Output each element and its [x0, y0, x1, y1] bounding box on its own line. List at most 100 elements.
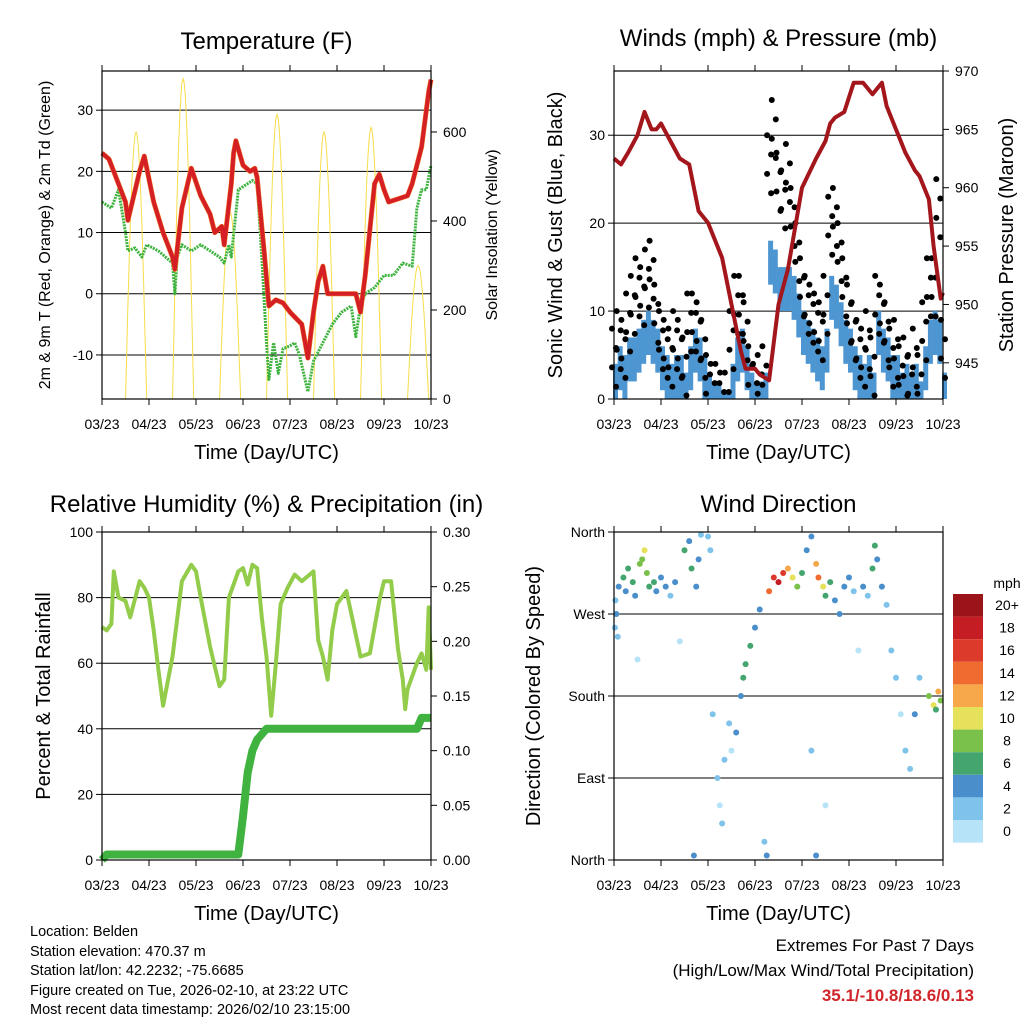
- legend-label: 12: [999, 687, 1015, 703]
- gust-point: [782, 179, 789, 186]
- x-tick-label: 05/23: [690, 877, 725, 893]
- gust-point: [725, 388, 732, 395]
- x-tick-label: 03/23: [596, 416, 631, 432]
- chart-title: Wind Direction: [700, 491, 856, 518]
- direction-point: [719, 820, 726, 827]
- gust-point: [772, 116, 779, 123]
- gust-point: [692, 309, 699, 316]
- direction-point: [907, 765, 914, 772]
- x-tick-label: 06/23: [737, 877, 772, 893]
- gust-point: [867, 373, 874, 380]
- gust-point: [627, 348, 634, 355]
- direction-point: [733, 729, 740, 736]
- gust-point: [665, 325, 672, 332]
- chart-title: Winds (mph) & Pressure (mb): [620, 25, 937, 52]
- gust-point: [787, 184, 794, 191]
- wind-bar: [763, 372, 769, 399]
- gust-point: [801, 272, 808, 279]
- wind-bar: [627, 337, 633, 382]
- wind-bar: [796, 293, 802, 338]
- gust-point: [839, 255, 846, 262]
- gust-point: [627, 272, 634, 279]
- wind-bar: [890, 355, 896, 399]
- gust-point: [839, 293, 846, 300]
- x-tick-label: 07/23: [272, 416, 307, 432]
- gust-point: [900, 334, 907, 341]
- gust-point: [834, 220, 841, 227]
- gust-point: [923, 357, 930, 364]
- direction-point: [911, 711, 918, 718]
- gust-point: [914, 352, 921, 359]
- gust-point: [759, 381, 766, 388]
- gust-point: [688, 309, 695, 316]
- direction-point: [756, 606, 763, 613]
- location-text: Location: Belden: [30, 924, 139, 940]
- legend-label: 4: [1003, 778, 1011, 794]
- gust-point: [703, 352, 709, 359]
- gust-point: [772, 155, 779, 162]
- x-tick-label: 03/23: [84, 416, 119, 432]
- direction-point: [836, 611, 843, 617]
- gust-point: [632, 293, 639, 300]
- direction-point: [705, 533, 711, 540]
- direction-point: [613, 611, 620, 617]
- gust-point: [679, 373, 686, 380]
- wind-bar: [735, 337, 741, 382]
- gust-point: [928, 293, 935, 300]
- wind-bar: [927, 319, 933, 364]
- gust-point: [698, 316, 705, 323]
- wind-bar: [852, 346, 858, 391]
- wind-bar: [613, 363, 618, 399]
- direction-point: [709, 711, 716, 718]
- gust-point: [927, 313, 934, 320]
- gust-point: [876, 320, 883, 327]
- y-tick-label: 40: [77, 721, 93, 737]
- y-right-tick-label: 400: [443, 213, 467, 229]
- y-axis-label: Percent & Total Rainfall: [33, 592, 55, 800]
- gust-point: [623, 329, 630, 336]
- direction-point: [808, 747, 815, 754]
- gust-point: [815, 348, 822, 355]
- legend-label: 8: [1003, 733, 1011, 749]
- y-tick-label: North: [571, 852, 605, 868]
- x-tick-label: 10/23: [413, 416, 448, 432]
- direction-point: [641, 547, 648, 554]
- y-right-tick-label: 0.10: [443, 743, 470, 759]
- gust-point: [674, 355, 681, 362]
- wind-bar: [824, 328, 830, 373]
- wind-bar: [909, 372, 915, 399]
- gust-point: [811, 329, 818, 336]
- gust-point: [909, 364, 916, 371]
- gust-point: [655, 301, 662, 308]
- gust-point: [707, 371, 713, 378]
- y-right-tick-label: 0.15: [443, 688, 470, 704]
- x-tick-label: 06/23: [737, 416, 772, 432]
- gust-point: [815, 309, 822, 316]
- gust-point: [843, 313, 850, 320]
- gust-point: [886, 364, 893, 371]
- direction-point: [855, 647, 862, 654]
- direction-point: [714, 775, 721, 781]
- direction-point: [676, 638, 683, 645]
- gust-point: [918, 371, 925, 378]
- gust-point: [778, 206, 785, 213]
- gust-point: [886, 325, 893, 332]
- wind-bar: [711, 381, 717, 399]
- gust-point: [895, 381, 902, 388]
- direction-point: [650, 579, 657, 586]
- direction-point: [871, 542, 878, 549]
- gust-point: [833, 242, 840, 249]
- gust-point: [872, 272, 879, 279]
- wind-bar: [932, 311, 938, 356]
- recent-data-text: Most recent data timestamp: 2026/02/10 2…: [30, 1002, 351, 1018]
- x-tick-label: 10/23: [925, 877, 960, 893]
- y-tick-label: -10: [73, 347, 93, 363]
- gust-point: [632, 255, 639, 262]
- direction-point: [766, 588, 773, 595]
- direction-point: [897, 711, 904, 718]
- direction-point: [688, 565, 695, 572]
- gust-point: [623, 290, 630, 297]
- direction-point: [620, 574, 627, 581]
- gust-point: [786, 160, 793, 167]
- direction-point: [869, 565, 876, 572]
